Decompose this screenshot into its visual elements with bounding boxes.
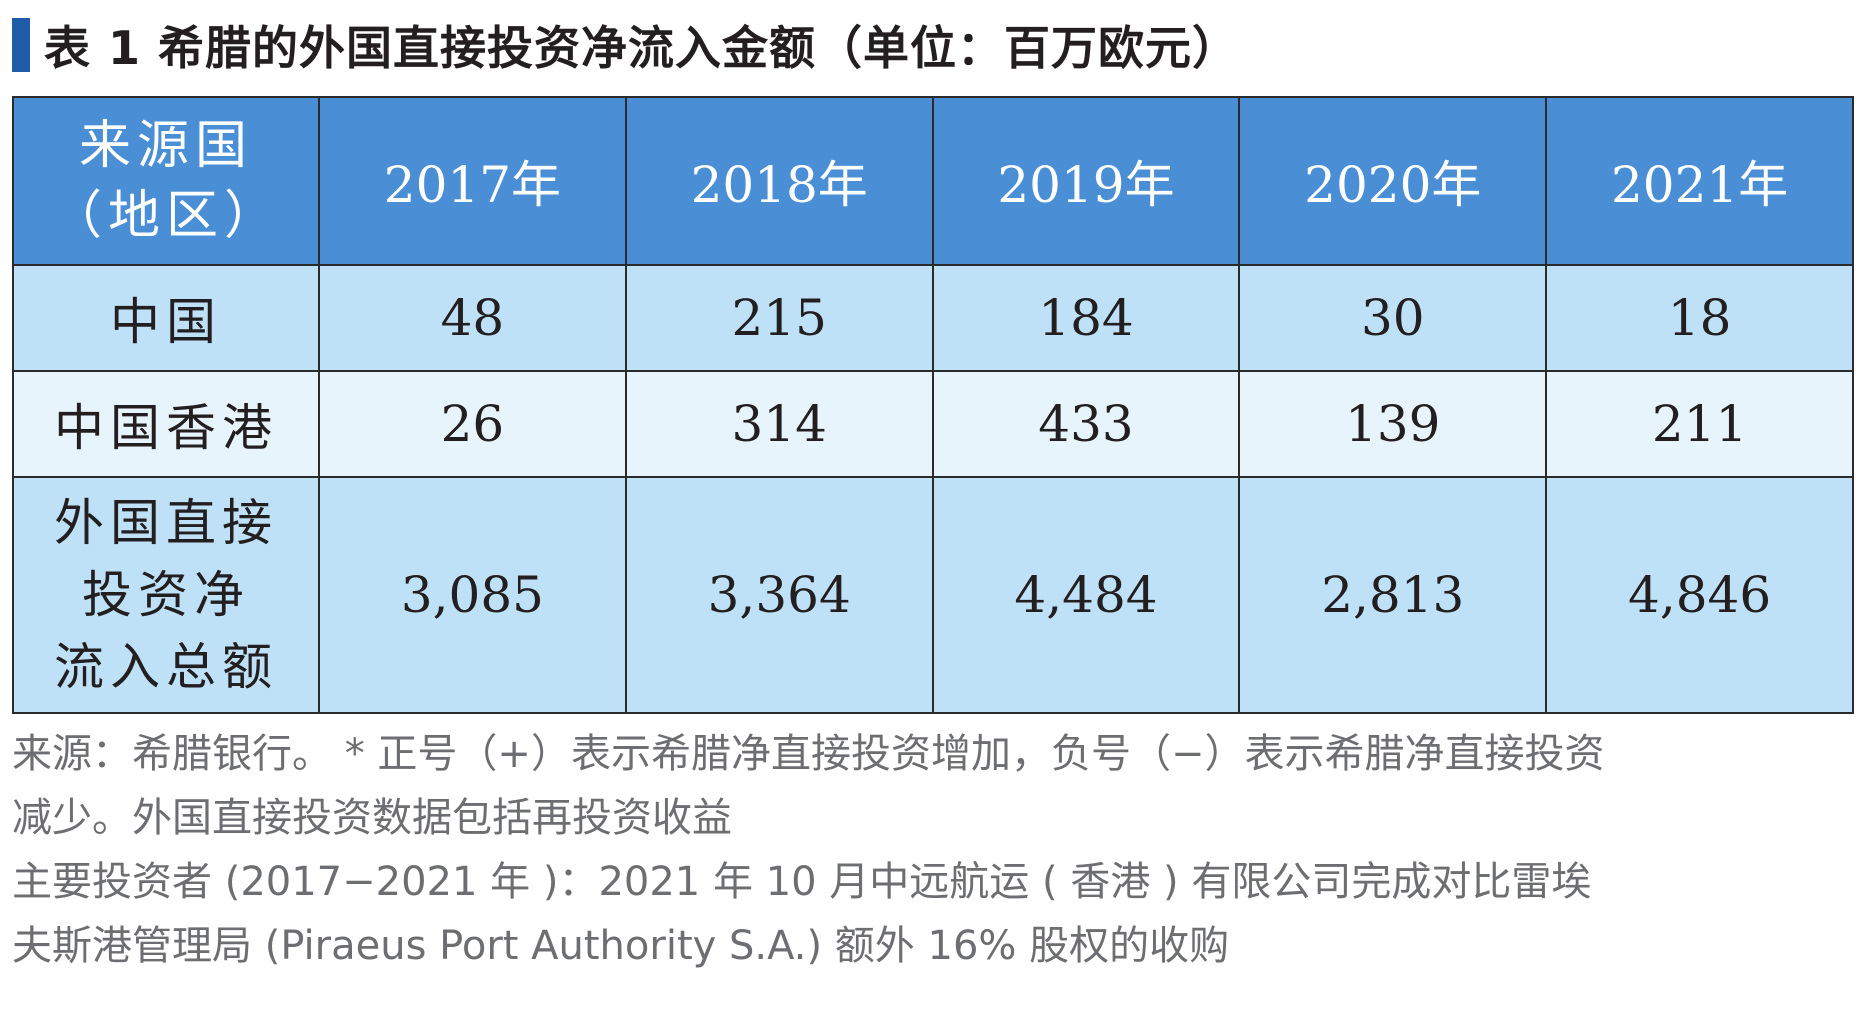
header-year-2017: 2017年 xyxy=(318,96,627,266)
fdi-table: 来源国 （地区） 2017年 2018年 2019年 2020年 2021年 中… xyxy=(12,96,1854,714)
title-marker xyxy=(12,18,30,72)
header-year-2021: 2021年 xyxy=(1545,96,1854,266)
table-row-china: 中国 48 215 184 30 18 xyxy=(12,264,1854,372)
cell-china-2017: 48 xyxy=(318,264,627,372)
row-label-china: 中国 xyxy=(12,264,320,372)
table-notes: 来源：希腊银行。 * 正号（+）表示希腊净直接投资增加，负号（−）表示希腊净直接… xyxy=(12,722,1857,978)
cell-total-2018: 3,364 xyxy=(624,476,934,714)
cell-total-2020: 2,813 xyxy=(1238,476,1548,714)
cell-hk-2019: 433 xyxy=(931,370,1241,478)
cell-china-2018: 215 xyxy=(624,264,934,372)
header-year-2019: 2019年 xyxy=(931,96,1241,266)
cell-hk-2021: 211 xyxy=(1545,370,1854,478)
note-line-4: 夫斯港管理局 (Piraeus Port Authority S.A.) 额外 … xyxy=(12,923,1230,969)
header-source-line2: （地区） xyxy=(49,186,282,246)
table-title-bar: 表 1 希腊的外国直接投资净流入金额（单位：百万欧元） xyxy=(12,10,1239,80)
row-label-total-line3: 流入总额 xyxy=(54,638,278,696)
row-label-total-line2: 投资净 xyxy=(82,566,250,624)
table-title: 表 1 希腊的外国直接投资净流入金额（单位：百万欧元） xyxy=(44,21,1240,75)
cell-china-2021: 18 xyxy=(1545,264,1854,372)
cell-total-2021: 4,846 xyxy=(1545,476,1854,714)
header-year-2018: 2018年 xyxy=(624,96,934,266)
table-header-row: 来源国 （地区） 2017年 2018年 2019年 2020年 2021年 xyxy=(12,96,1854,266)
header-source-cell: 来源国 （地区） xyxy=(12,96,320,266)
note-line-3: 主要投资者 (2017−2021 年 )：2021 年 10 月中远航运 ( 香… xyxy=(12,859,1592,905)
cell-hk-2020: 139 xyxy=(1238,370,1548,478)
cell-total-2017: 3,085 xyxy=(318,476,627,714)
row-label-total-line1: 外国直接 xyxy=(54,494,278,552)
fdi-table-container: 来源国 （地区） 2017年 2018年 2019年 2020年 2021年 中… xyxy=(12,96,1854,714)
cell-china-2020: 30 xyxy=(1238,264,1548,372)
row-label-total: 外国直接 投资净 流入总额 xyxy=(12,476,320,714)
table-row-total: 外国直接 投资净 流入总额 3,085 3,364 4,484 2,813 4,… xyxy=(12,476,1854,714)
cell-hk-2018: 314 xyxy=(624,370,934,478)
cell-china-2019: 184 xyxy=(931,264,1241,372)
note-line-1: 来源：希腊银行。 * 正号（+）表示希腊净直接投资增加，负号（−）表示希腊净直接… xyxy=(12,731,1605,777)
cell-total-2019: 4,484 xyxy=(931,476,1241,714)
header-year-2020: 2020年 xyxy=(1238,96,1548,266)
cell-hk-2017: 26 xyxy=(318,370,627,478)
row-label-hong-kong: 中国香港 xyxy=(12,370,320,478)
header-source-line1: 来源国 xyxy=(78,116,253,176)
note-line-2: 减少。外国直接投资数据包括再投资收益 xyxy=(12,795,732,841)
table-row-hong-kong: 中国香港 26 314 433 139 211 xyxy=(12,370,1854,478)
